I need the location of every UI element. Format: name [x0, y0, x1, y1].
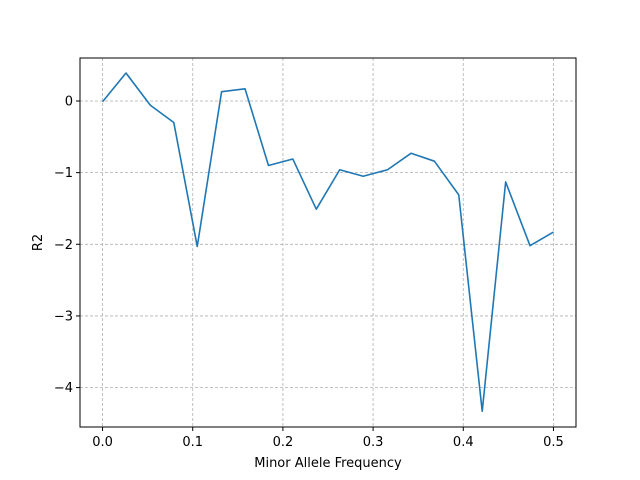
x-tick-label: 0.1: [182, 435, 203, 450]
tick-layer: 0.0 0.1 0.2 0.3 0.4 0.5 0 −1 −2 −3 −4: [54, 94, 564, 450]
y-tick-label: 0: [65, 94, 73, 109]
x-tick-label: 0.4: [453, 435, 474, 450]
x-tick-label: 0.3: [363, 435, 384, 450]
plot-frame: [79, 57, 577, 428]
x-tick-label: 0.2: [273, 435, 294, 450]
y-tick-label: −3: [54, 309, 73, 324]
y-tick-label: −4: [54, 381, 73, 396]
x-tick-label: 0.0: [92, 435, 113, 450]
series-layer: [101, 72, 554, 413]
x-axis-label: Minor Allele Frequency: [254, 456, 402, 471]
series-line: [101, 72, 554, 413]
grid-layer: [80, 58, 576, 427]
y-tick-label: −2: [54, 238, 73, 253]
x-tick-label: 0.5: [543, 435, 564, 450]
y-tick-label: −1: [54, 166, 73, 181]
y-axis-label: R2: [31, 234, 46, 251]
